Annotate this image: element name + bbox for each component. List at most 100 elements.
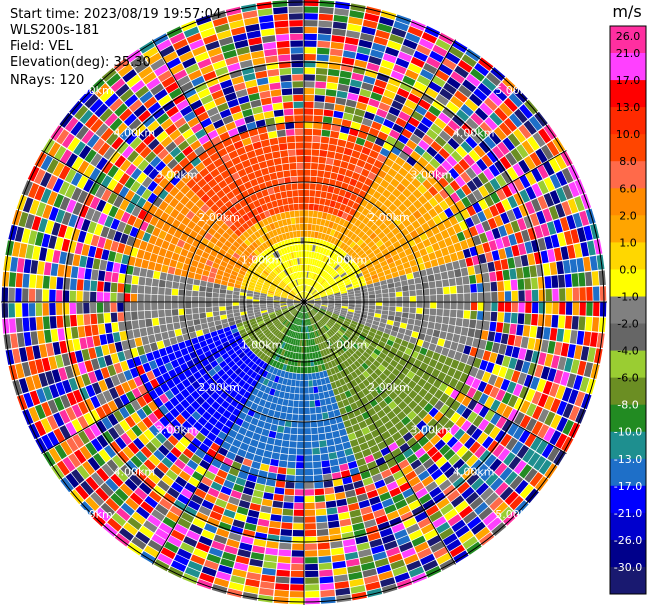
range-gate: [337, 83, 349, 92]
range-gate: [460, 141, 473, 154]
range-gate: [388, 203, 398, 213]
range-gate: [473, 402, 484, 415]
range-gate: [389, 292, 396, 298]
range-gate: [447, 119, 461, 132]
range-gate: [373, 114, 385, 125]
range-gate: [543, 427, 556, 442]
range-gate: [65, 153, 78, 168]
range-gate: [129, 473, 143, 487]
range-gate: [518, 290, 525, 302]
range-gate: [329, 458, 339, 467]
range-gate: [395, 453, 406, 464]
range-gate: [312, 291, 318, 296]
range-gate: [356, 542, 370, 551]
range-gate: [261, 498, 273, 507]
range-gate: [324, 487, 335, 495]
range-gate: [70, 266, 79, 279]
range-gate: [89, 409, 101, 423]
range-gate: [338, 338, 345, 345]
range-gate: [217, 164, 227, 174]
range-gate: [207, 464, 219, 475]
range-gate: [269, 388, 276, 396]
range-gate: [163, 338, 171, 348]
range-gate: [59, 340, 68, 354]
range-gate: [442, 106, 455, 119]
range-gate: [554, 154, 567, 170]
range-gate: [216, 356, 224, 364]
range-gate: [221, 400, 230, 410]
range-gate: [270, 343, 276, 351]
range-gate: [65, 406, 77, 421]
range-gate: [78, 145, 92, 160]
range-gate: [474, 501, 489, 516]
range-gate: [171, 295, 178, 302]
range-gate: [298, 346, 302, 353]
range-gate: [119, 406, 130, 419]
range-gate: [472, 176, 483, 189]
range-gate: [332, 222, 339, 230]
range-gate: [451, 519, 466, 533]
range-gate: [283, 495, 294, 503]
range-gate: [216, 377, 225, 386]
range-gate: [304, 292, 307, 299]
range-gate: [358, 174, 367, 184]
range-gate: [462, 248, 472, 259]
range-gate: [439, 444, 451, 456]
range-gate: [231, 270, 239, 277]
range-gate: [136, 420, 148, 433]
range-gate: [398, 459, 410, 470]
range-gate: [487, 517, 502, 531]
range-gate: [146, 269, 154, 278]
range-gate: [266, 349, 273, 357]
range-gate: [218, 248, 227, 256]
range-gate: [301, 346, 304, 353]
range-gate: [299, 339, 302, 346]
range-gate: [458, 84, 472, 98]
range-gate: [161, 76, 176, 88]
range-gate: [198, 243, 207, 251]
range-gate: [130, 412, 142, 424]
range-gate: [327, 445, 336, 453]
range-gate: [245, 326, 252, 332]
range-gate: [437, 427, 448, 439]
range-gate: [171, 302, 178, 309]
range-gate: [274, 439, 283, 447]
range-gate: [305, 597, 320, 605]
range-gate: [285, 268, 290, 275]
range-gate: [59, 409, 71, 424]
range-gate: [478, 185, 489, 198]
range-gate: [307, 303, 314, 306]
range-gate: [173, 322, 181, 330]
range-gate: [398, 237, 407, 246]
range-gate: [309, 244, 313, 251]
range-gate: [167, 535, 182, 548]
range-gate: [390, 146, 402, 156]
range-gate: [242, 592, 258, 601]
range-gate: [304, 244, 307, 251]
range-gate: [540, 366, 551, 380]
range-gate: [152, 350, 161, 360]
range-gate: [104, 354, 113, 366]
range-gate: [125, 460, 138, 473]
range-gate: [369, 150, 379, 159]
range-gate: [583, 225, 593, 241]
range-gate: [504, 312, 511, 323]
range-gate: [315, 190, 322, 198]
range-gate: [269, 313, 276, 318]
range-gate: [426, 328, 434, 336]
range-gate: [231, 328, 239, 334]
range-gate: [359, 354, 368, 362]
range-gate: [373, 36, 388, 46]
range-gate: [267, 380, 274, 388]
range-gate: [246, 516, 258, 525]
range-gate: [258, 594, 273, 603]
range-gate: [263, 422, 272, 430]
range-gate: [362, 305, 369, 309]
range-gate: [52, 250, 61, 264]
range-gate: [234, 202, 243, 211]
range-gate: [347, 460, 358, 470]
range-gate: [129, 492, 144, 506]
range-gate: [260, 306, 267, 309]
range-gate: [334, 216, 341, 224]
range-gate: [360, 266, 368, 273]
